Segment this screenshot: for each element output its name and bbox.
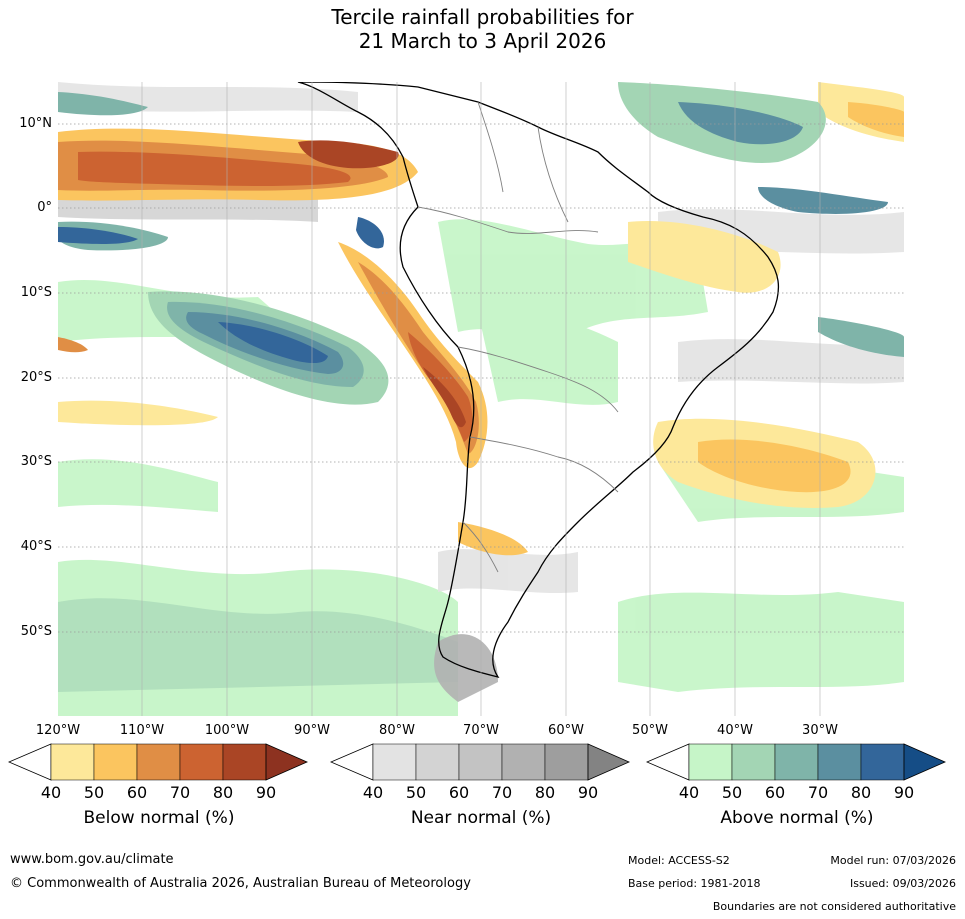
below-colorbar-tick-label: 70 <box>169 783 191 802</box>
lon-label-110w: 110°W <box>119 723 165 738</box>
below-colorbar-tick-label: 40 <box>40 783 62 802</box>
below-colorbar-right-arrow <box>265 743 308 781</box>
above-colorbar-left-arrow <box>646 743 690 781</box>
lon-label-80w: 80°W <box>379 723 415 738</box>
lat-label-50s: 50°S <box>20 624 52 639</box>
issued-date: Issued: 09/03/2026 <box>849 877 956 890</box>
near-colorbar-tick-label: 90 <box>577 783 599 802</box>
below-colorbar-segment <box>50 743 95 781</box>
below-colorbar-segment <box>136 743 181 781</box>
lat-label-40s: 40°S <box>20 539 52 554</box>
lon-label-100w: 100°W <box>204 723 250 738</box>
lat-label-10n: 10°N <box>19 116 52 131</box>
above-colorbar-tick-label: 70 <box>807 783 829 802</box>
base-period: Base period: 1981-2018 <box>628 877 761 890</box>
model-name: Model: ACCESS-S2 <box>628 854 730 867</box>
above-colorbar-tick-label: 50 <box>721 783 743 802</box>
lon-label-30w: 30°W <box>802 723 838 738</box>
near-colorbar-tick-label: 80 <box>534 783 556 802</box>
above-colorbar-segment <box>817 743 862 781</box>
near-normal-colorbar <box>330 743 630 781</box>
rainfall-probability-map <box>58 82 904 716</box>
below-colorbar-tick-label: 90 <box>255 783 277 802</box>
above-colorbar-segment <box>731 743 776 781</box>
above-colorbar-tick-label: 40 <box>678 783 700 802</box>
below-colorbar-tick-label: 80 <box>212 783 234 802</box>
near-colorbar-tick-label: 70 <box>491 783 513 802</box>
meridians <box>141 82 821 716</box>
below-colorbar-tick-label: 60 <box>126 783 148 802</box>
near-normal-caption: Near normal (%) <box>410 808 552 828</box>
near-colorbar-segment <box>458 743 503 781</box>
above-colorbar-segment <box>860 743 905 781</box>
below-colorbar-tick-label: 50 <box>83 783 105 802</box>
lon-label-40w: 40°W <box>717 723 753 738</box>
below-normal-caption: Below normal (%) <box>83 808 235 828</box>
above-normal-pacific <box>58 82 904 405</box>
above-colorbar-right-arrow <box>903 743 946 781</box>
near-colorbar-segment <box>372 743 417 781</box>
lon-label-70w: 70°W <box>463 723 499 738</box>
copyright-text: © Commonwealth of Australia 2026, Austra… <box>10 876 471 891</box>
below-colorbar-left-arrow <box>8 743 52 781</box>
lat-label-0: 0° <box>37 200 52 215</box>
graticule <box>58 123 904 633</box>
lat-label-30s: 30°S <box>20 454 52 469</box>
above-normal-colorbar <box>646 743 946 781</box>
lat-label-10s: 10°S <box>20 285 52 300</box>
near-colorbar-tick-label: 50 <box>405 783 427 802</box>
above-colorbar-tick-label: 80 <box>850 783 872 802</box>
near-colorbar-tick-label: 40 <box>362 783 384 802</box>
below-normal-colorbar <box>8 743 308 781</box>
below-normal-pacific-band <box>58 128 418 201</box>
boundaries-disclaimer: Boundaries are not considered authoritat… <box>712 900 956 913</box>
near-colorbar-tick-label: 60 <box>448 783 470 802</box>
near-colorbar-segment <box>544 743 589 781</box>
map-title-line-2: 21 March to 3 April 2026 <box>358 29 607 53</box>
website-link[interactable]: www.bom.gov.au/climate <box>10 852 174 867</box>
near-colorbar-left-arrow <box>330 743 374 781</box>
near-colorbar-segment <box>501 743 546 781</box>
below-colorbar-segment <box>93 743 138 781</box>
below-colorbar-segment <box>222 743 267 781</box>
model-run-date: Model run: 07/03/2026 <box>830 854 956 867</box>
above-colorbar-tick-label: 60 <box>764 783 786 802</box>
lon-label-90w: 90°W <box>294 723 330 738</box>
lon-label-50w: 50°W <box>632 723 668 738</box>
lon-label-120w: 120°W <box>35 723 81 738</box>
below-colorbar-segment <box>179 743 224 781</box>
below-normal-andes <box>338 242 488 469</box>
map-title-line-1: Tercile rainfall probabilities for <box>331 5 634 29</box>
above-colorbar-tick-label: 90 <box>893 783 915 802</box>
above-normal-caption: Above normal (%) <box>720 808 874 828</box>
lat-label-20s: 20°S <box>20 370 52 385</box>
south-america-coastline <box>297 82 780 679</box>
above-colorbar-segment <box>774 743 819 781</box>
near-colorbar-right-arrow <box>587 743 630 781</box>
lon-label-60w: 60°W <box>548 723 584 738</box>
near-colorbar-segment <box>415 743 460 781</box>
above-colorbar-segment <box>688 743 733 781</box>
